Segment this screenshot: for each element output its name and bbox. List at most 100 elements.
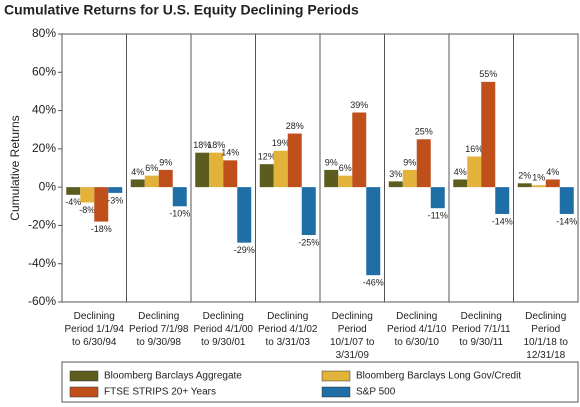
legend-swatch [321, 386, 351, 398]
x-tick-label-line: Period 4/1/10 [387, 324, 447, 335]
bar [301, 187, 316, 235]
x-tick-label-line: Declining [74, 311, 115, 322]
bar [467, 156, 482, 188]
x-tick-label-line: to 9/30/01 [201, 337, 246, 348]
chart-title: Cumulative Returns for U.S. Equity Decli… [4, 2, 359, 18]
x-tick-label-line: to 9/30/98 [137, 337, 182, 348]
x-tick-label-line: Period 4/1/02 [258, 324, 318, 335]
value-label: 39% [350, 100, 368, 110]
bar [158, 169, 173, 188]
x-tick-label-line: 3/31/09 [336, 350, 370, 361]
bar [495, 187, 510, 214]
x-tick-label-line: to 6/30/94 [72, 337, 117, 348]
x-tick-label: Declining Period 4/1/00 to 9/30/01 [194, 311, 254, 348]
x-tick-label-line: Declining [396, 311, 437, 322]
x-tick-label-line: 12/31/18 [526, 350, 565, 361]
x-tick-label-line: Period 4/1/00 [194, 324, 254, 335]
bar [388, 181, 403, 188]
x-tick-label-line: Period 7/1/98 [129, 324, 189, 335]
value-label: 4% [131, 167, 144, 177]
bar [223, 160, 238, 188]
value-label: 18% [193, 140, 211, 150]
bar [209, 152, 224, 188]
value-label: -8% [79, 205, 95, 215]
x-tick-label: Declining Period 4/1/10 to 6/30/10 [387, 311, 447, 348]
bar [481, 81, 496, 188]
value-label: 12% [258, 152, 276, 162]
value-label: 14% [221, 148, 239, 158]
bar [545, 179, 560, 188]
value-label: -29% [234, 245, 255, 255]
bar [66, 187, 81, 195]
x-tick-label-line: Period 7/1/11 [452, 324, 511, 335]
legend-label: Bloomberg Barclays Aggregate [104, 371, 242, 382]
bar [273, 150, 288, 188]
y-tick-label: -20% [28, 218, 56, 232]
bar [453, 179, 468, 188]
value-label: 28% [286, 121, 304, 131]
legend-frame [61, 361, 579, 403]
x-tick-label-line: Declining [332, 311, 373, 322]
bar [366, 187, 381, 276]
y-tick-label: 60% [32, 64, 56, 78]
value-label: -18% [91, 224, 112, 234]
value-label: 9% [325, 157, 338, 167]
x-tick-label: Declining Period 10/1/07 to 3/31/09 [330, 311, 375, 361]
bar [352, 112, 367, 188]
x-tick-label-line: 10/1/18 to [524, 337, 569, 348]
x-tick-label-line: Declining [461, 311, 502, 322]
x-tick-label: Declining Period 4/1/02 to 3/31/03 [258, 311, 318, 348]
y-tick-label: 80% [32, 26, 56, 40]
bar [94, 187, 109, 222]
bar [172, 187, 187, 207]
y-tick-label: -60% [28, 294, 56, 308]
bar [559, 187, 574, 214]
x-tick-label-line: Declining [138, 311, 179, 322]
bar [531, 185, 546, 188]
value-label: 16% [465, 144, 483, 154]
value-label: 4% [454, 167, 467, 177]
x-tick-label-line: to 9/30/11 [459, 337, 503, 348]
x-tick-label-line: Declining [525, 311, 566, 322]
y-axis-label: Cumulative Returns [8, 115, 22, 220]
x-tick-label: Declining Period 1/1/94 to 6/30/94 [65, 311, 125, 348]
bar [80, 187, 95, 203]
y-tick-label: 0% [39, 179, 57, 193]
value-label: 2% [518, 171, 531, 181]
value-label: -3% [107, 195, 123, 205]
y-tick-label: -40% [28, 256, 56, 270]
x-tick-label-line: Period [531, 324, 560, 335]
bar [430, 187, 445, 209]
value-label: 25% [415, 127, 433, 137]
value-label: -14% [492, 216, 513, 226]
bar [517, 183, 532, 188]
x-tick-label: Declining Period 7/1/11 to 9/30/11 [452, 311, 511, 348]
value-label: -4% [65, 197, 81, 207]
bar [259, 164, 274, 188]
x-tick-label-line: Period 1/1/94 [65, 324, 125, 335]
bar [324, 169, 339, 188]
value-label: -14% [556, 216, 577, 226]
value-label: 9% [403, 157, 416, 167]
bar [237, 187, 252, 243]
value-label: 3% [389, 169, 402, 179]
value-label: -25% [298, 237, 319, 247]
bar [195, 152, 210, 188]
legend-swatch [69, 386, 99, 398]
x-tick-label-line: to 3/31/03 [266, 337, 311, 348]
value-label: 6% [145, 163, 158, 173]
x-tick-label-line: 10/1/07 to [330, 337, 375, 348]
bar [144, 175, 159, 188]
value-label: 1% [532, 173, 545, 183]
legend-swatch [321, 370, 351, 382]
x-tick-label-line: Declining [203, 311, 244, 322]
y-tick-label: 20% [32, 141, 56, 155]
value-label: 19% [272, 138, 290, 148]
x-tick-label: Declining Period 7/1/98 to 9/30/98 [129, 311, 189, 348]
bar [130, 179, 145, 188]
legend-label: S&P 500 [356, 387, 396, 398]
bar [287, 133, 302, 188]
x-tick-label-line: Period [338, 324, 367, 335]
value-label: 6% [339, 163, 352, 173]
